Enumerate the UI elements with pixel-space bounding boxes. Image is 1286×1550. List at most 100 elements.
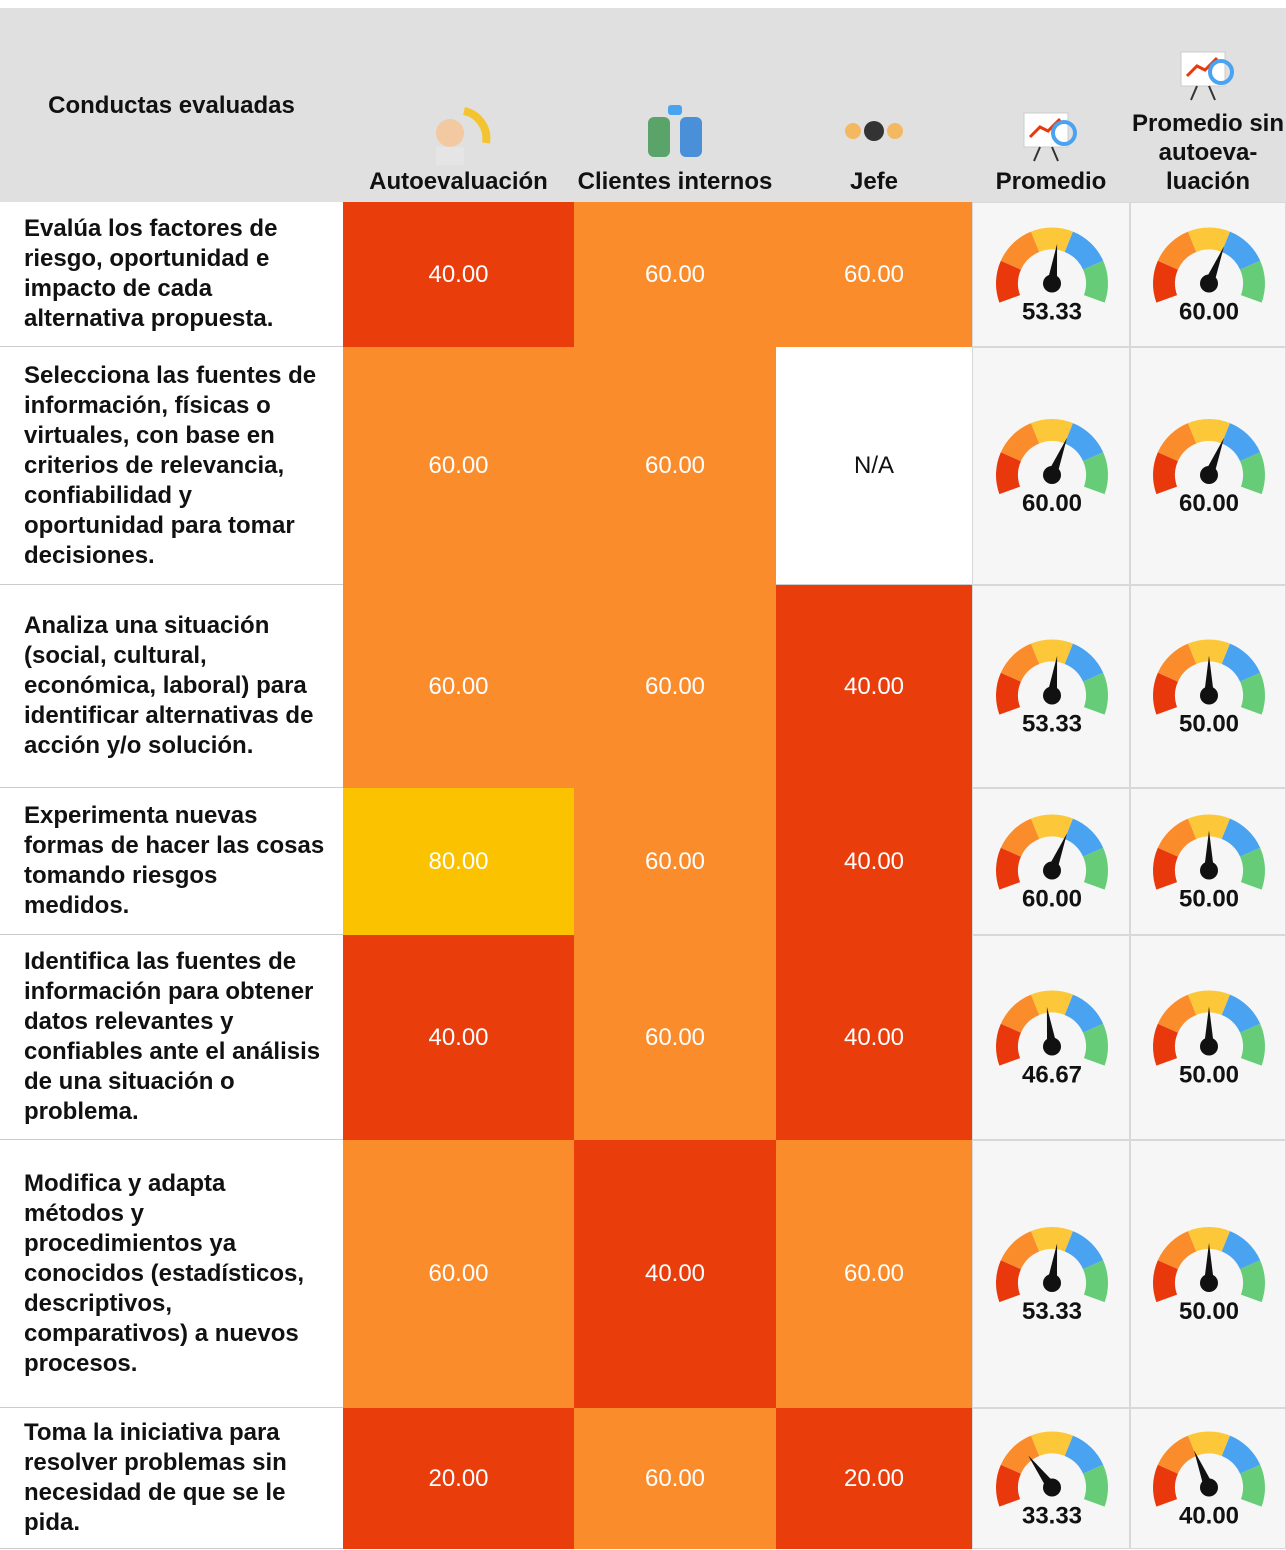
score-cell: 60.00: [574, 347, 776, 585]
gauge: 53.33: [973, 1141, 1131, 1409]
score-cell: 60.00: [776, 1140, 972, 1408]
gauge-pivot: [1043, 1274, 1061, 1292]
header-label: Jefe: [850, 167, 898, 196]
header-cell: Promedio sin autoeva-luación: [1130, 8, 1286, 202]
behavior-text: Identifica las fuentes de información pa…: [24, 947, 329, 1127]
score-value: 20.00: [844, 1465, 904, 1493]
gauge-value: 50.00: [1179, 1062, 1239, 1089]
gauge-cell: 60.00: [972, 788, 1130, 935]
gauge-value: 40.00: [1179, 1503, 1239, 1530]
gauge: 60.00: [973, 348, 1131, 586]
score-value: 40.00: [428, 261, 488, 289]
header-label: Autoevaluación: [369, 167, 548, 196]
gauge-pivot: [1043, 275, 1061, 293]
icon-shape: [464, 111, 486, 143]
header-cell: Jefe: [776, 8, 972, 202]
gauge-pivot: [1200, 1274, 1218, 1292]
behavior-cell: Analiza una situación (social, cultural,…: [0, 585, 343, 788]
icon-shape: [865, 143, 883, 161]
gauge-pivot: [1200, 1038, 1218, 1056]
behavior-cell: Toma la iniciativa para resolver problem…: [0, 1408, 343, 1549]
score-cell: 40.00: [343, 202, 574, 347]
gauge-cell: 53.33: [972, 1140, 1130, 1408]
header-cell: Clientes internos: [574, 8, 776, 202]
behavior-text: Toma la iniciativa para resolver problem…: [24, 1418, 329, 1538]
gauge-value: 50.00: [1179, 886, 1239, 913]
gauge-cell: 60.00: [1130, 347, 1286, 585]
score-value: 40.00: [844, 1024, 904, 1052]
score-value: 60.00: [844, 261, 904, 289]
score-cell: 60.00: [343, 585, 574, 788]
header-icon: [839, 103, 909, 167]
score-value: 60.00: [645, 261, 705, 289]
gauge-pivot: [1200, 687, 1218, 705]
icon-shape: [436, 147, 464, 165]
score-cell: 60.00: [343, 347, 574, 585]
behavior-text: Selecciona las fuentes de información, f…: [24, 361, 329, 571]
icon-shape: [680, 117, 702, 157]
icon-shape: [648, 117, 670, 157]
header-icon: [424, 103, 494, 167]
gauge-value: 53.33: [1022, 299, 1082, 326]
gauge-pivot: [1043, 1479, 1061, 1497]
score-cell: 20.00: [776, 1408, 972, 1549]
gauge-value: 46.67: [1022, 1062, 1082, 1089]
header-label: Conductas evaluadas: [48, 91, 295, 120]
gauge-pivot: [1200, 1479, 1218, 1497]
score-cell: 40.00: [776, 788, 972, 935]
gauge: 46.67: [973, 936, 1131, 1141]
score-cell: 40.00: [343, 935, 574, 1140]
gauge-value: 60.00: [1179, 490, 1239, 517]
gauge-pivot: [1200, 862, 1218, 880]
gauge: 33.33: [973, 1409, 1131, 1550]
behavior-text: Experimenta nuevas formas de hacer las c…: [24, 801, 329, 921]
score-value: 40.00: [645, 1260, 705, 1288]
score-cell: 60.00: [343, 1140, 574, 1408]
score-value: 80.00: [428, 848, 488, 876]
header-cell: Autoevaluación: [343, 8, 574, 202]
gauge-cell: 33.33: [972, 1408, 1130, 1549]
behavior-cell: Experimenta nuevas formas de hacer las c…: [0, 788, 343, 935]
score-cell: N/A: [776, 347, 972, 585]
score-value: 60.00: [844, 1260, 904, 1288]
gauge-pivot: [1200, 466, 1218, 484]
gauge-value: 53.33: [1022, 711, 1082, 738]
score-value: 60.00: [645, 1465, 705, 1493]
icon-shape: [845, 123, 861, 139]
icon-shape: [668, 105, 682, 115]
score-cell: 60.00: [574, 585, 776, 788]
behavior-cell: Selecciona las fuentes de información, f…: [0, 347, 343, 585]
score-value: 40.00: [428, 1024, 488, 1052]
gauge-cell: 50.00: [1130, 935, 1286, 1140]
icon-shape: [1034, 147, 1058, 161]
gauge: 50.00: [1131, 789, 1286, 936]
gauge: 53.33: [973, 586, 1131, 789]
score-cell: 60.00: [574, 202, 776, 347]
behavior-text: Modifica y adapta métodos y procedimient…: [24, 1169, 329, 1379]
gauge-value: 50.00: [1179, 711, 1239, 738]
behavior-cell: Identifica las fuentes de información pa…: [0, 935, 343, 1140]
gauge-value: 60.00: [1179, 299, 1239, 326]
header-icon: [640, 103, 710, 167]
score-value: 40.00: [844, 673, 904, 701]
gauge: 53.33: [973, 203, 1131, 348]
gauge: 40.00: [1131, 1409, 1286, 1550]
gauge-value: 50.00: [1179, 1298, 1239, 1325]
score-cell: 60.00: [574, 935, 776, 1140]
header-cell: Promedio: [972, 8, 1130, 202]
icon-shape: [1191, 86, 1215, 100]
behavior-text: Analiza una situación (social, cultural,…: [24, 611, 329, 761]
score-cell: 20.00: [343, 1408, 574, 1549]
icon-shape: [887, 123, 903, 139]
gauge-cell: 60.00: [972, 347, 1130, 585]
score-cell: 40.00: [574, 1140, 776, 1408]
header-icon: [1173, 39, 1243, 109]
score-value: 60.00: [428, 1260, 488, 1288]
gauge-cell: 40.00: [1130, 1408, 1286, 1549]
score-cell: 40.00: [776, 935, 972, 1140]
score-cell: 60.00: [776, 202, 972, 347]
gauge-pivot: [1043, 1038, 1061, 1056]
gauge: 50.00: [1131, 936, 1286, 1141]
score-cell: 60.00: [574, 788, 776, 935]
behavior-text: Evalúa los factores de riesgo, oportunid…: [24, 214, 329, 334]
